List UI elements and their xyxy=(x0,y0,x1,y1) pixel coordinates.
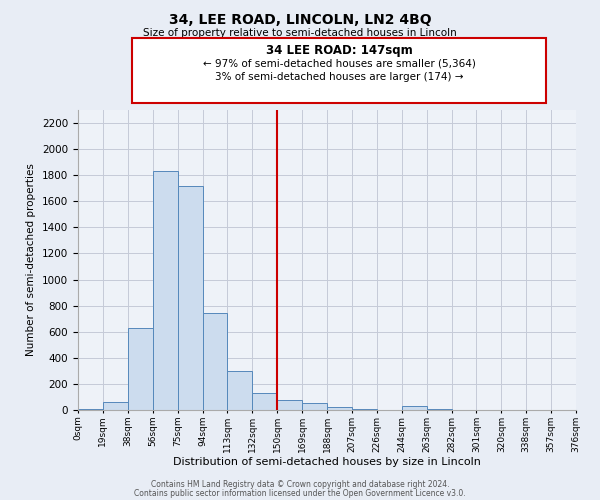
Text: 34 LEE ROAD: 147sqm: 34 LEE ROAD: 147sqm xyxy=(266,44,412,57)
Text: Contains public sector information licensed under the Open Government Licence v3: Contains public sector information licen… xyxy=(134,488,466,498)
Text: Contains HM Land Registry data © Crown copyright and database right 2024.: Contains HM Land Registry data © Crown c… xyxy=(151,480,449,489)
Bar xyxy=(128,328,153,410)
Bar xyxy=(103,402,128,410)
Bar xyxy=(152,172,178,410)
Bar xyxy=(302,404,327,410)
Bar xyxy=(277,400,302,410)
Bar xyxy=(402,406,427,410)
Text: 34, LEE ROAD, LINCOLN, LN2 4BQ: 34, LEE ROAD, LINCOLN, LN2 4BQ xyxy=(169,12,431,26)
Text: 3% of semi-detached houses are larger (174) →: 3% of semi-detached houses are larger (1… xyxy=(215,72,463,82)
Bar xyxy=(203,314,227,410)
Bar xyxy=(253,393,277,410)
Text: ← 97% of semi-detached houses are smaller (5,364): ← 97% of semi-detached houses are smalle… xyxy=(203,58,475,68)
Bar xyxy=(327,408,352,410)
X-axis label: Distribution of semi-detached houses by size in Lincoln: Distribution of semi-detached houses by … xyxy=(173,458,481,468)
Bar xyxy=(178,186,203,410)
Bar xyxy=(227,371,253,410)
Y-axis label: Number of semi-detached properties: Number of semi-detached properties xyxy=(26,164,37,356)
Text: Size of property relative to semi-detached houses in Lincoln: Size of property relative to semi-detach… xyxy=(143,28,457,38)
